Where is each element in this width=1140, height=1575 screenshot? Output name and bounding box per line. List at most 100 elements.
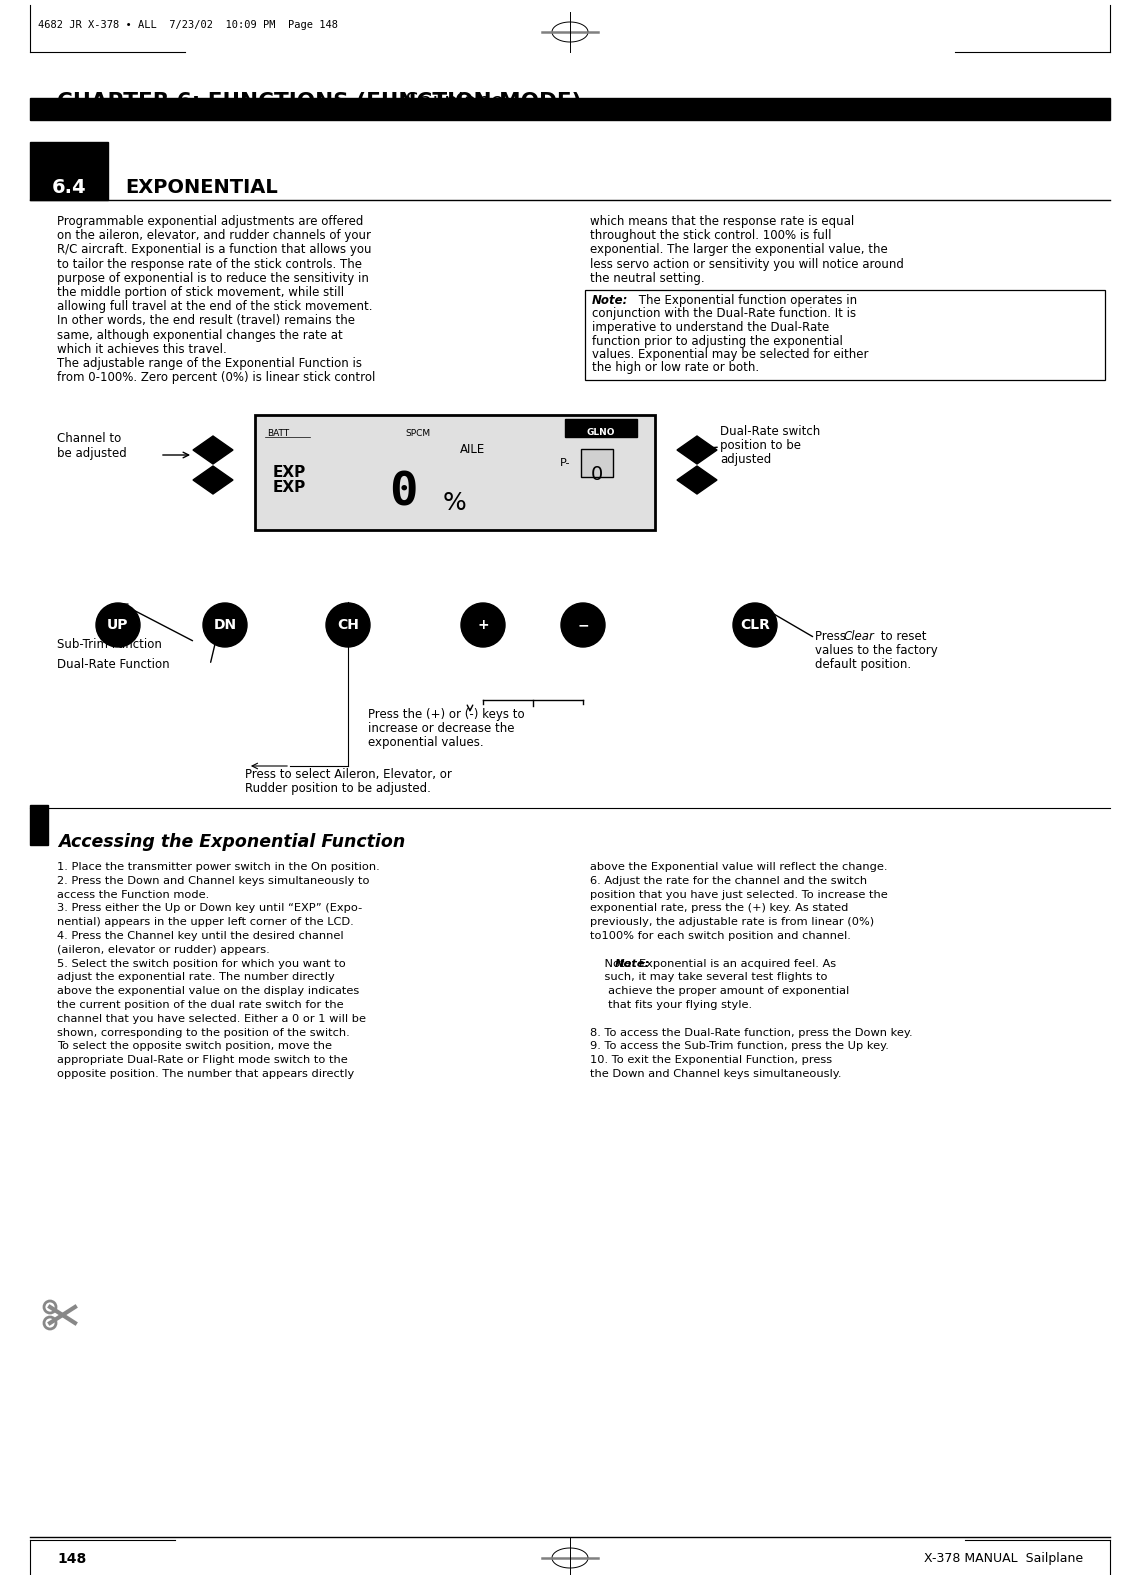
Text: that fits your flying style.: that fits your flying style. xyxy=(591,1000,752,1010)
Bar xyxy=(30,142,108,200)
Text: achieve the proper amount of exponential: achieve the proper amount of exponential xyxy=(591,986,849,997)
Polygon shape xyxy=(193,466,233,495)
Bar xyxy=(581,449,613,477)
Text: such, it may take several test flights to: such, it may take several test flights t… xyxy=(591,972,828,983)
Text: opposite position. The number that appears directly: opposite position. The number that appea… xyxy=(57,1069,355,1079)
Text: values to the factory: values to the factory xyxy=(815,644,938,657)
Text: CHAPTER 6: FUNCTIONS (FUNCTION MODE): CHAPTER 6: FUNCTIONS (FUNCTION MODE) xyxy=(57,91,581,112)
Text: exponential values.: exponential values. xyxy=(368,736,483,750)
Text: increase or decrease the: increase or decrease the xyxy=(368,721,514,736)
Text: adjusted: adjusted xyxy=(720,454,772,466)
Text: 10. To exit the Exponential Function, press: 10. To exit the Exponential Function, pr… xyxy=(591,1055,832,1065)
Text: to reset: to reset xyxy=(877,630,927,643)
Text: (aileron, elevator or rudder) appears.: (aileron, elevator or rudder) appears. xyxy=(57,945,270,954)
Text: the neutral setting.: the neutral setting. xyxy=(591,272,705,285)
Text: exponential. The larger the exponential value, the: exponential. The larger the exponential … xyxy=(591,244,888,257)
Text: shown, corresponding to the position of the switch.: shown, corresponding to the position of … xyxy=(57,1027,350,1038)
Circle shape xyxy=(96,603,140,647)
Text: Sub-Trim Function: Sub-Trim Function xyxy=(57,638,162,650)
Polygon shape xyxy=(677,436,717,465)
Text: Clear: Clear xyxy=(842,630,874,643)
Text: P-: P- xyxy=(560,458,570,468)
Text: the high or low rate or both.: the high or low rate or both. xyxy=(592,362,759,375)
Bar xyxy=(30,805,48,846)
Bar xyxy=(255,414,656,531)
Text: %: % xyxy=(443,491,466,515)
Text: EXP: EXP xyxy=(272,465,307,480)
Text: −: − xyxy=(577,617,589,632)
Text: nential) appears in the upper left corner of the LCD.: nential) appears in the upper left corne… xyxy=(57,917,353,928)
Text: conjunction with the Dual-Rate function. It is: conjunction with the Dual-Rate function.… xyxy=(592,307,856,320)
Text: 4682 JR X-378 • ALL  7/23/02  10:09 PM  Page 148: 4682 JR X-378 • ALL 7/23/02 10:09 PM Pag… xyxy=(38,20,337,30)
Text: the current position of the dual rate switch for the: the current position of the dual rate sw… xyxy=(57,1000,343,1010)
Text: appropriate Dual-Rate or Flight mode switch to the: appropriate Dual-Rate or Flight mode swi… xyxy=(57,1055,348,1065)
Text: default position.: default position. xyxy=(815,658,911,671)
Text: which it achieves this travel.: which it achieves this travel. xyxy=(57,343,227,356)
Text: to tailor the response rate of the stick controls. The: to tailor the response rate of the stick… xyxy=(57,258,363,271)
Text: values. Exponential may be selected for either: values. Exponential may be selected for … xyxy=(592,348,869,361)
Text: less servo action or sensitivity you will notice around: less servo action or sensitivity you wil… xyxy=(591,258,904,271)
Text: 1. Place the transmitter power switch in the On position.: 1. Place the transmitter power switch in… xyxy=(57,862,380,873)
Text: +: + xyxy=(478,617,489,632)
Bar xyxy=(585,290,1105,380)
Text: which means that the response rate is equal: which means that the response rate is eq… xyxy=(591,216,854,228)
Text: EXPONENTIAL: EXPONENTIAL xyxy=(125,178,278,197)
Text: 3. Press either the Up or Down key until “EXP” (Expo-: 3. Press either the Up or Down key until… xyxy=(57,904,363,914)
Text: imperative to understand the Dual-Rate: imperative to understand the Dual-Rate xyxy=(592,321,829,334)
Text: be adjusted: be adjusted xyxy=(57,447,127,460)
Text: CH: CH xyxy=(337,617,359,632)
Text: 148: 148 xyxy=(57,1551,87,1566)
Text: 5. Select the switch position for which you want to: 5. Select the switch position for which … xyxy=(57,959,345,969)
Text: from 0-100%. Zero percent (0%) is linear stick control: from 0-100%. Zero percent (0%) is linear… xyxy=(57,372,375,384)
Circle shape xyxy=(203,603,247,647)
Text: The Exponential function operates in: The Exponential function operates in xyxy=(635,295,857,307)
Text: 9. To access the Sub-Trim function, press the Up key.: 9. To access the Sub-Trim function, pres… xyxy=(591,1041,889,1052)
Text: Accessing the Exponential Function: Accessing the Exponential Function xyxy=(58,833,405,851)
Text: In other words, the end result (travel) remains the: In other words, the end result (travel) … xyxy=(57,315,355,328)
Text: above the Exponential value will reflect the change.: above the Exponential value will reflect… xyxy=(591,862,888,873)
Text: To select the opposite switch position, move the: To select the opposite switch position, … xyxy=(57,1041,332,1052)
Text: Programmable exponential adjustments are offered: Programmable exponential adjustments are… xyxy=(57,216,364,228)
Text: Channel to: Channel to xyxy=(57,432,121,446)
Circle shape xyxy=(461,603,505,647)
Text: throughout the stick control. 100% is full: throughout the stick control. 100% is fu… xyxy=(591,230,831,243)
Text: CLR: CLR xyxy=(740,617,770,632)
Text: 6. Adjust the rate for the channel and the switch: 6. Adjust the rate for the channel and t… xyxy=(591,876,868,885)
Text: to100% for each switch position and channel.: to100% for each switch position and chan… xyxy=(591,931,850,940)
Text: AILE: AILE xyxy=(461,443,486,457)
Text: 0: 0 xyxy=(389,469,417,515)
Polygon shape xyxy=(193,436,233,465)
Text: previously, the adjustable rate is from linear (0%): previously, the adjustable rate is from … xyxy=(591,917,874,928)
Text: the middle portion of stick movement, while still: the middle portion of stick movement, wh… xyxy=(57,287,344,299)
Text: exponential rate, press the (+) key. As stated: exponential rate, press the (+) key. As … xyxy=(591,904,848,914)
Bar xyxy=(565,419,637,436)
Circle shape xyxy=(733,603,777,647)
Text: 8. To access the Dual-Rate function, press the Down key.: 8. To access the Dual-Rate function, pre… xyxy=(591,1027,913,1038)
Text: SPCM: SPCM xyxy=(405,428,430,438)
Text: X-378 MANUAL  Sailplane: X-378 MANUAL Sailplane xyxy=(923,1551,1083,1566)
Text: same, although exponential changes the rate at: same, although exponential changes the r… xyxy=(57,329,343,342)
Text: 0: 0 xyxy=(591,465,603,484)
Text: The adjustable range of the Exponential Function is: The adjustable range of the Exponential … xyxy=(57,358,363,370)
Text: 2. Press the Down and Channel keys simultaneously to: 2. Press the Down and Channel keys simul… xyxy=(57,876,369,885)
Text: Dual-Rate switch: Dual-Rate switch xyxy=(720,425,821,438)
Bar xyxy=(30,98,1110,120)
Text: channel that you have selected. Either a 0 or 1 will be: channel that you have selected. Either a… xyxy=(57,1014,366,1024)
Text: above the exponential value on the display indicates: above the exponential value on the displ… xyxy=(57,986,359,997)
Text: · Sailplane: · Sailplane xyxy=(384,91,504,112)
Text: access the Function mode.: access the Function mode. xyxy=(57,890,210,899)
Text: allowing full travel at the end of the stick movement.: allowing full travel at the end of the s… xyxy=(57,301,373,313)
Text: UP: UP xyxy=(107,617,129,632)
Circle shape xyxy=(326,603,370,647)
Text: Dual-Rate Function: Dual-Rate Function xyxy=(57,658,170,671)
Text: position to be: position to be xyxy=(720,439,801,452)
Text: BATT: BATT xyxy=(267,428,290,438)
Circle shape xyxy=(561,603,605,647)
Text: Rudder position to be adjusted.: Rudder position to be adjusted. xyxy=(245,783,431,795)
Text: R/C aircraft. Exponential is a function that allows you: R/C aircraft. Exponential is a function … xyxy=(57,244,372,257)
Text: 6.4: 6.4 xyxy=(51,178,87,197)
Text: Press: Press xyxy=(815,630,849,643)
Text: GLNO: GLNO xyxy=(587,428,616,436)
Text: adjust the exponential rate. The number directly: adjust the exponential rate. The number … xyxy=(57,972,335,983)
Text: Note:: Note: xyxy=(592,295,628,307)
